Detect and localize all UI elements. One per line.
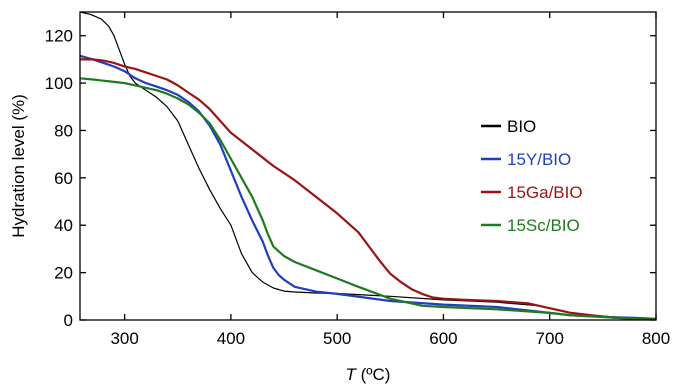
x-tick-label: 300 xyxy=(110,329,138,348)
x-tick-label: 400 xyxy=(217,329,245,348)
y-tick-label: 20 xyxy=(54,264,73,283)
plot-frame xyxy=(79,11,657,321)
legend: BIO 15Y/BIO 15Ga/BIO 15Sc/BIO xyxy=(481,117,583,235)
x-tick-label: 500 xyxy=(323,329,351,348)
series-lines xyxy=(80,12,656,320)
x-axis-title-unit: (ºC) xyxy=(356,365,391,384)
series-line-15y-bio xyxy=(80,54,656,320)
x-tick-label: 700 xyxy=(536,329,564,348)
x-axis-title-symbol: T xyxy=(346,365,358,384)
y-tick-label: 80 xyxy=(54,121,73,140)
axis-ticks: 300 400 500 600 700 800 0 20 40 60 80 100 120 xyxy=(45,12,670,348)
y-tick-label: 0 xyxy=(64,311,73,330)
y-tick-label: 100 xyxy=(45,74,73,93)
x-tick-label: 800 xyxy=(642,329,670,348)
y-tick-label: 120 xyxy=(45,27,73,46)
x-tick-label: 600 xyxy=(429,329,457,348)
series-line-15ga-bio xyxy=(80,58,656,320)
legend-label: 15Sc/BIO xyxy=(507,216,580,235)
legend-label: 15Y/BIO xyxy=(507,150,571,169)
series-line-15sc-bio xyxy=(80,77,656,320)
y-tick-label: 60 xyxy=(54,169,73,188)
y-axis-title: Hydration level (%) xyxy=(9,94,28,238)
x-axis-title: T (ºC) xyxy=(346,365,391,384)
y-tick-label: 40 xyxy=(54,216,73,235)
legend-label: 15Ga/BIO xyxy=(507,183,583,202)
legend-label: BIO xyxy=(507,117,536,136)
